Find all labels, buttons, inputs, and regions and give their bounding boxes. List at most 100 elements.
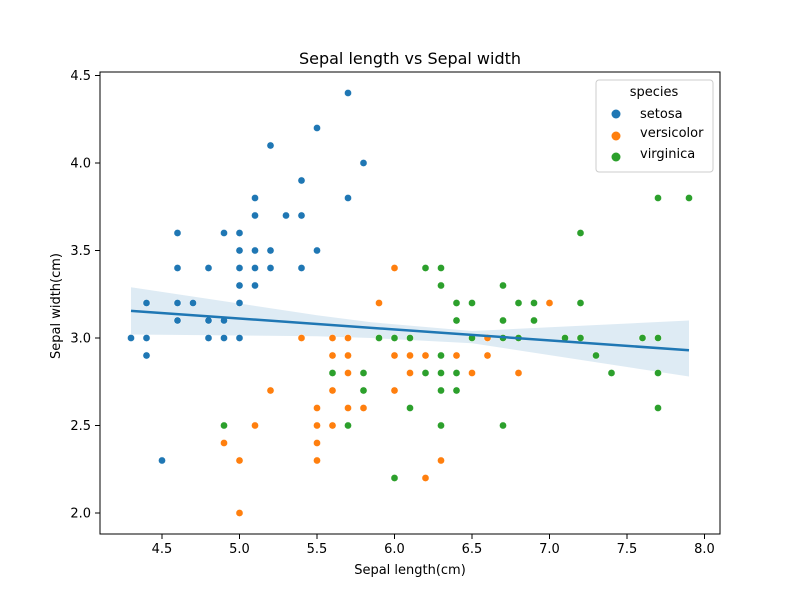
point-versicolor-28 [406, 369, 414, 377]
point-versicolor-3 [251, 421, 259, 430]
point-versicolor-17 [344, 404, 352, 412]
point-setosa-15 [220, 334, 228, 342]
y-tick-label-2.0: 2.0 [70, 507, 91, 522]
point-virginica-14 [437, 351, 445, 360]
point-virginica-35 [576, 334, 585, 342]
plot-area [99, 71, 721, 535]
point-virginica-31 [530, 316, 538, 325]
point-versicolor-2 [235, 509, 244, 517]
point-setosa-9 [189, 299, 197, 307]
point-setosa-17 [235, 246, 244, 255]
point-setosa-27 [266, 141, 275, 150]
points-layer [127, 89, 693, 517]
y-tick-label-3.0: 3.0 [70, 332, 91, 347]
legend-marker-setosa [611, 109, 621, 119]
x-tick-label-5.0: 5.0 [229, 542, 250, 557]
point-versicolor-29 [421, 351, 430, 360]
legend-title: species [630, 85, 679, 100]
x-tick-label-4.5: 4.5 [152, 542, 173, 557]
point-versicolor-7 [313, 421, 321, 430]
point-virginica-21 [452, 386, 461, 395]
point-versicolor-13 [328, 421, 337, 430]
point-setosa-33 [297, 264, 306, 272]
point-setosa-22 [251, 194, 259, 202]
confidence-band-layer [131, 287, 689, 377]
point-virginica-7 [390, 474, 399, 482]
point-setosa-4 [158, 456, 166, 465]
x-tick-label-6.5: 6.5 [462, 542, 483, 557]
x-tick-label-7.0: 7.0 [539, 542, 560, 557]
point-virginica-30 [530, 299, 538, 307]
point-setosa-23 [251, 211, 259, 220]
point-versicolor-4 [266, 386, 275, 395]
point-versicolor-0 [220, 439, 228, 447]
point-versicolor-6 [313, 404, 321, 412]
point-versicolor-27 [406, 351, 414, 360]
point-versicolor-5 [297, 334, 306, 342]
legend-label-setosa: setosa [640, 107, 683, 122]
y-tick-label-4.5: 4.5 [70, 69, 91, 84]
point-versicolor-9 [313, 456, 321, 465]
point-setosa-2 [142, 334, 151, 342]
point-virginica-38 [638, 334, 647, 342]
axes-frame [99, 71, 721, 535]
y-axis-ticks: 2.0 2.5 3.0 3.5 4.0 4.5 [70, 69, 100, 522]
point-setosa-1 [142, 299, 151, 307]
point-virginica-12 [437, 264, 445, 272]
point-setosa-32 [297, 211, 306, 220]
point-virginica-1 [328, 369, 337, 377]
regression-layer [130, 309, 690, 352]
point-virginica-28 [514, 299, 523, 307]
regression-confidence-band [131, 287, 689, 377]
point-setosa-20 [235, 299, 244, 307]
point-versicolor-16 [344, 369, 352, 377]
point-virginica-43 [685, 194, 693, 202]
point-virginica-37 [607, 369, 616, 377]
point-virginica-10 [421, 264, 430, 272]
x-axis-label: Sepal length(cm) [354, 563, 466, 578]
point-setosa-21 [235, 334, 244, 342]
legend-marker-virginica [611, 152, 621, 162]
point-virginica-11 [421, 369, 430, 377]
point-virginica-22 [468, 299, 476, 307]
point-setosa-28 [266, 246, 275, 255]
point-virginica-24 [499, 281, 507, 290]
point-virginica-25 [499, 316, 507, 325]
point-setosa-12 [204, 334, 213, 342]
point-virginica-3 [359, 369, 368, 377]
point-setosa-3 [142, 351, 151, 360]
legend-label-versicolor: versicolor [640, 126, 704, 141]
x-tick-label-8.0: 8.0 [694, 542, 715, 557]
point-virginica-39 [654, 194, 662, 202]
point-setosa-37 [344, 194, 352, 202]
point-virginica-0 [220, 421, 228, 430]
point-virginica-13 [437, 281, 445, 290]
point-virginica-20 [452, 369, 461, 377]
point-versicolor-38 [483, 351, 492, 360]
point-versicolor-30 [421, 474, 430, 482]
point-setosa-31 [297, 176, 306, 185]
point-setosa-26 [251, 281, 259, 290]
point-virginica-27 [499, 421, 507, 430]
point-virginica-5 [375, 334, 383, 342]
point-setosa-6 [173, 264, 182, 272]
point-virginica-8 [406, 334, 414, 342]
point-versicolor-12 [328, 386, 337, 395]
point-versicolor-20 [375, 299, 383, 307]
point-setosa-35 [313, 246, 321, 255]
point-versicolor-36 [468, 369, 476, 377]
legend-marker-versicolor [611, 131, 621, 141]
point-virginica-41 [654, 369, 662, 377]
point-setosa-34 [313, 124, 321, 132]
point-virginica-33 [576, 229, 585, 237]
point-versicolor-19 [359, 404, 368, 412]
point-virginica-40 [654, 334, 662, 342]
point-setosa-18 [235, 264, 244, 272]
point-setosa-19 [235, 281, 244, 290]
point-virginica-9 [406, 404, 414, 412]
point-virginica-36 [592, 351, 600, 360]
point-virginica-15 [437, 369, 445, 377]
point-virginica-42 [654, 404, 662, 412]
legend: species setosa versicolor virginica [595, 79, 714, 173]
